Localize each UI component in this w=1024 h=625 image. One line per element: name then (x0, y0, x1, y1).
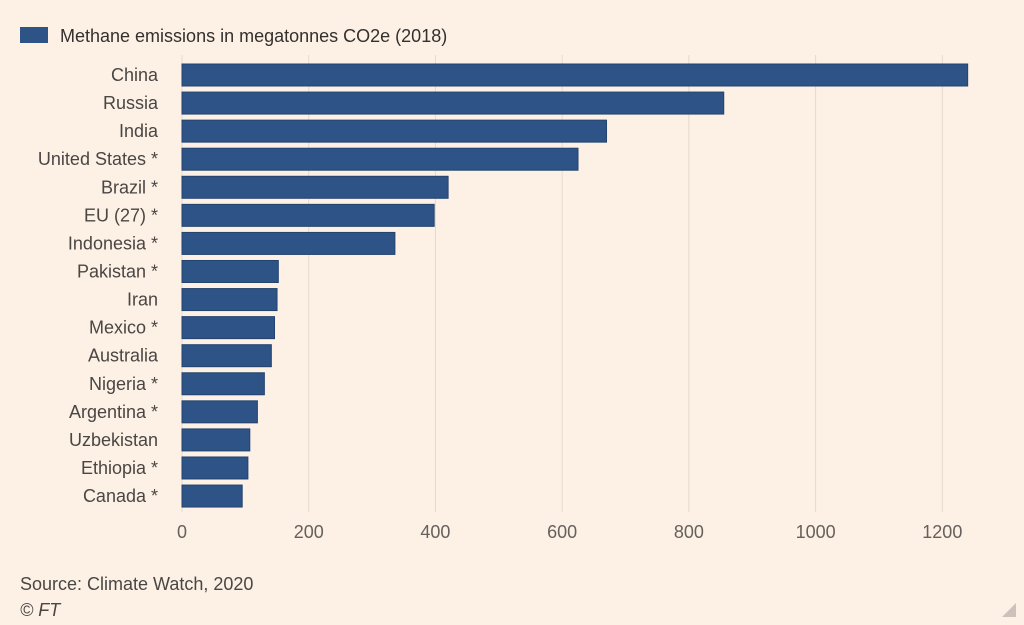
bar (181, 316, 276, 340)
resize-handle-icon[interactable] (1002, 603, 1016, 617)
category-label: Canada * (83, 486, 158, 506)
category-labels: China Russia India United States * Brazil * E… (38, 65, 159, 506)
x-axis-ticks: 0 200 400 600 800 1000 1200 (177, 522, 962, 542)
legend: Methane emissions in megatonnes CO2e (20… (20, 26, 447, 46)
legend-label: Methane emissions in megatonnes CO2e (20… (60, 26, 447, 46)
bar-chart: Methane emissions in megatonnes CO2e (20… (20, 26, 969, 542)
source-note: Source: Climate Watch, 2020 (20, 574, 254, 594)
category-label: India (119, 121, 159, 141)
bar (181, 344, 272, 368)
x-tick-label: 800 (674, 522, 704, 542)
bar (181, 231, 396, 255)
bars (181, 63, 969, 508)
bar (181, 175, 449, 199)
copyright-credit: © FT (20, 600, 61, 620)
bar (181, 456, 249, 480)
bar (181, 484, 243, 508)
bar (181, 63, 969, 87)
legend-swatch (20, 27, 48, 43)
category-label: Brazil * (101, 177, 158, 197)
category-label: Russia (103, 93, 159, 113)
bar (181, 400, 258, 424)
bar (181, 288, 278, 312)
x-tick-label: 1200 (922, 522, 962, 542)
category-label: United States * (38, 149, 158, 169)
bar (181, 428, 251, 452)
x-tick-label: 600 (547, 522, 577, 542)
x-tick-label: 400 (420, 522, 450, 542)
x-tick-label: 0 (177, 522, 187, 542)
x-tick-label: 200 (294, 522, 324, 542)
bar (181, 372, 265, 396)
category-label: Australia (88, 346, 159, 366)
category-label: Indonesia * (68, 233, 158, 253)
category-label: Ethiopia * (81, 458, 158, 478)
category-label: EU (27) * (84, 205, 158, 225)
category-label: Argentina * (69, 402, 158, 422)
category-label: Nigeria * (89, 374, 158, 394)
category-label: Mexico * (89, 318, 158, 338)
category-label: Iran (127, 290, 158, 310)
bar (181, 259, 279, 283)
x-tick-label: 1000 (796, 522, 836, 542)
bar (181, 203, 435, 227)
category-label: China (111, 65, 159, 85)
category-label: Uzbekistan (69, 430, 158, 450)
bar (181, 91, 725, 115)
bar (181, 147, 579, 171)
bar (181, 119, 608, 143)
category-label: Pakistan * (77, 261, 158, 281)
